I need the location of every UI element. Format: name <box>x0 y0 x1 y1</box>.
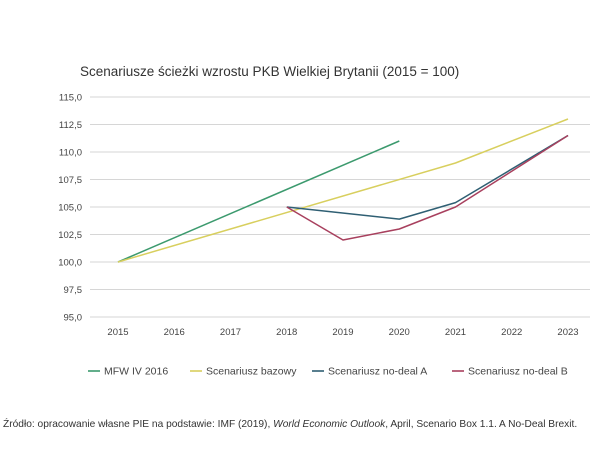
legend-label: Scenariusz no-deal A <box>328 366 427 378</box>
y-tick-label: 110,0 <box>59 148 82 159</box>
series-lines <box>117 118 569 263</box>
x-tick-label: 2018 <box>276 327 297 338</box>
y-tick-label: 100,0 <box>58 258 82 269</box>
gridlines <box>90 96 590 318</box>
x-tick-label: 2015 <box>107 327 128 338</box>
legend-label: Scenariusz bazowy <box>206 366 297 378</box>
x-tick-label: 2023 <box>557 327 578 338</box>
y-tick-label: 97,5 <box>64 285 83 296</box>
y-tick-label: 107,5 <box>58 175 82 186</box>
series-line-4 <box>286 134 569 241</box>
x-tick-label: 2021 <box>445 327 466 338</box>
series-line-3 <box>286 134 569 220</box>
legend-label: Scenariusz no-deal B <box>468 366 568 378</box>
legend: MFW IV 2016 Scenariusz bazowy Scenariusz n… <box>88 366 568 378</box>
x-tick-label: 2022 <box>501 327 522 338</box>
y-tick-label: 105,0 <box>58 203 82 214</box>
y-axis-ticks: 95,0 97,5 100,0 102,5 105,0 107,5 110,0 112,5 11… <box>58 93 82 324</box>
source-note: Źródło: opracowanie własne PIE na podsta… <box>3 419 578 430</box>
x-tick-label: 2016 <box>164 327 185 338</box>
chart-title: Scenariusze ścieżki wzrostu PKB Wielkiej… <box>80 64 460 79</box>
y-tick-label: 115,0 <box>59 93 82 104</box>
x-tick-label: 2017 <box>220 327 241 338</box>
y-tick-label: 112,5 <box>59 120 82 131</box>
x-tick-label: 2019 <box>332 327 353 338</box>
series-line-1 <box>117 140 400 263</box>
legend-label: MFW IV 2016 <box>104 366 168 378</box>
x-tick-label: 2020 <box>389 327 410 338</box>
x-axis-ticks: 2015 2016 2017 2018 2019 2020 2021 2022 2023 <box>107 327 578 338</box>
y-tick-label: 95,0 <box>64 313 83 324</box>
y-tick-label: 102,5 <box>58 230 82 241</box>
series-line-2 <box>117 118 569 263</box>
